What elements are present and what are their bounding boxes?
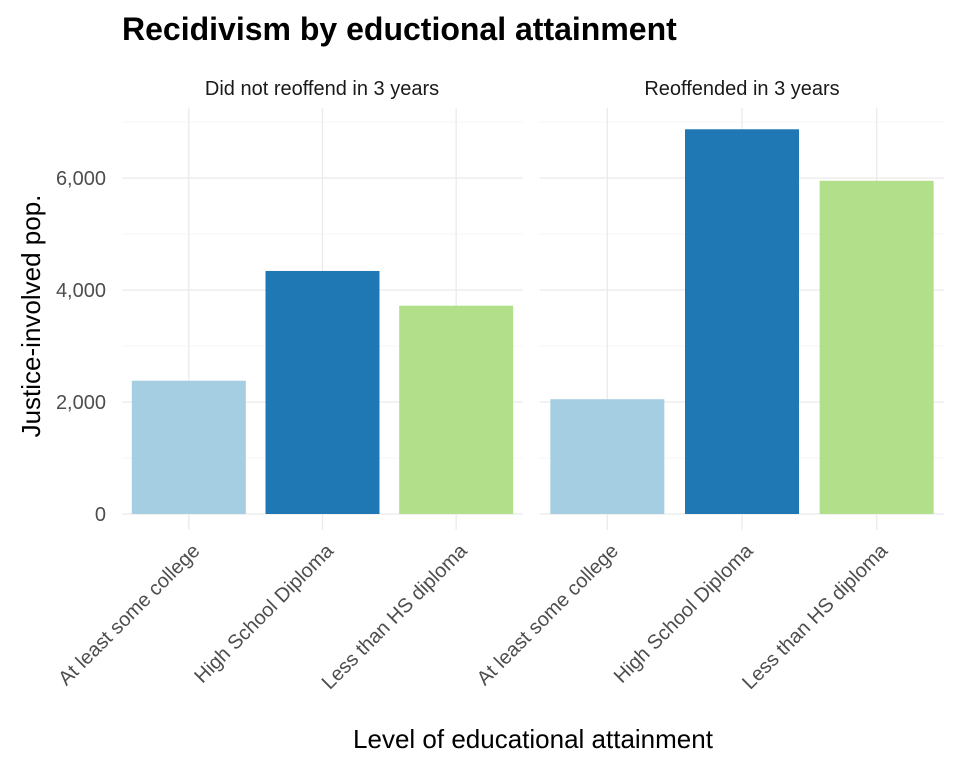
y-tick-label: 6,000 [56,168,106,190]
panel-did-not-reoffend: Did not reoffend in 3 years At least som… [54,78,523,694]
bar [550,399,665,514]
bar [265,270,380,514]
y-tick-label: 0 [95,504,106,526]
x-tick-label: Less than HS diploma [738,539,893,694]
panel-strip-label: Did not reoffend in 3 years [205,78,439,100]
panel-strip-label: Reoffended in 3 years [644,78,839,100]
x-tick-label: High School Diploma [190,539,338,687]
panel-reoffended: Reoffended in 3 years At least some coll… [473,78,944,694]
bar [399,305,514,514]
x-tick-label: At least some college [54,540,204,690]
x-tick-label: At least some college [473,540,623,690]
x-axis-title: Level of educational attainment [353,724,714,754]
bar [131,380,246,514]
bar [685,129,799,514]
x-tick-label: High School Diploma [610,539,758,687]
y-axis-title: Justice-involved pop. [16,195,46,438]
y-tick-label: 4,000 [56,280,106,302]
chart-title: Recidivism by eductional attainment [122,11,677,47]
x-tick-label: Less than HS diploma [318,539,473,694]
y-axis: 0 2,000 4,000 6,000 [56,168,106,526]
y-tick-label: 2,000 [56,392,106,414]
bar [819,180,934,515]
